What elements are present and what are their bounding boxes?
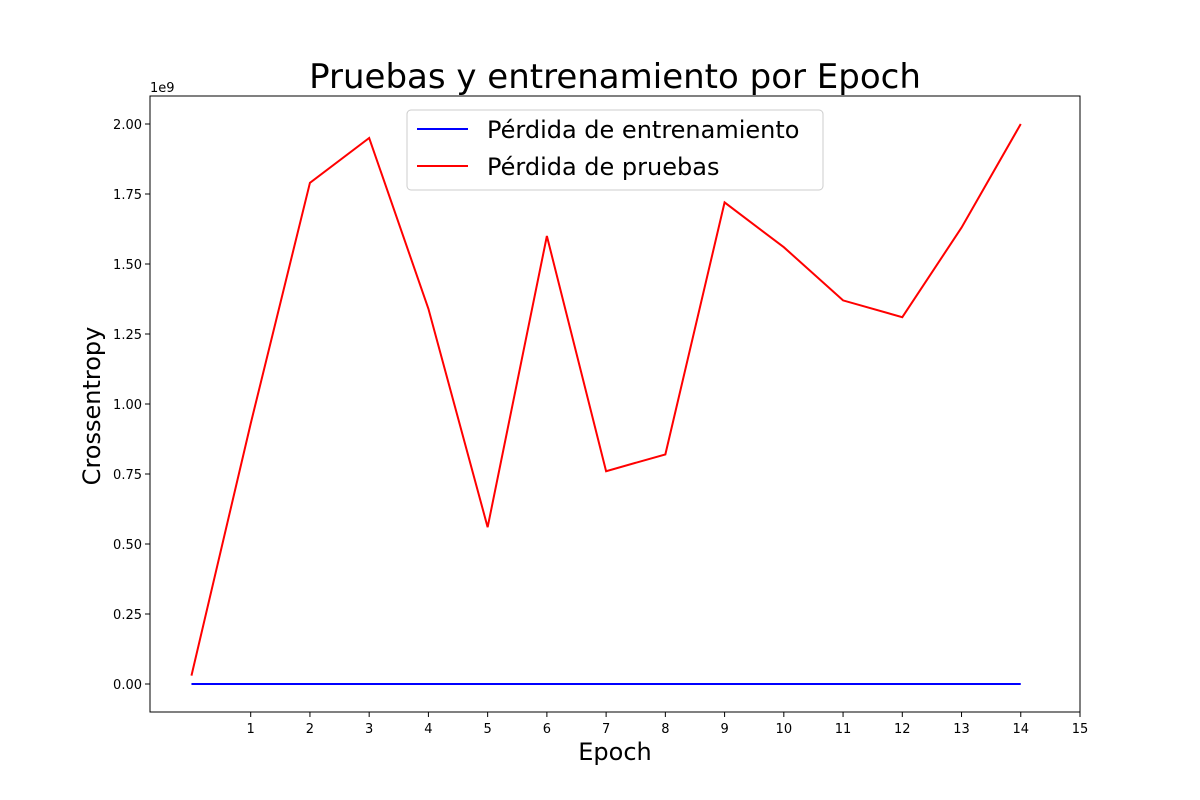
plot-area: 1 2 3 4 5 6 7 8 9 10 11 12 13 14 150.000.250.500.751.0… bbox=[113, 95, 1089, 737]
series-line-2 bbox=[190, 123, 1022, 676]
y-tick-label: 1.25 bbox=[113, 328, 142, 343]
x-tick-label: 14 bbox=[1012, 722, 1029, 737]
y-tick-label: 0.25 bbox=[113, 608, 142, 623]
legend-label-2: Pérdida de pruebas bbox=[487, 153, 719, 181]
x-tick-label: 8 bbox=[661, 722, 669, 737]
x-tick-label: 5 bbox=[484, 722, 492, 737]
y-tick-label: 1.00 bbox=[113, 398, 142, 413]
y-tick-label: 0.50 bbox=[113, 538, 142, 553]
x-tick-label: 6 bbox=[543, 722, 551, 737]
y-tick-label: 2.00 bbox=[113, 118, 142, 133]
y-offset-label: 1e9 bbox=[150, 81, 175, 96]
x-tick-label: 10 bbox=[776, 722, 793, 737]
y-tick-label: 1.75 bbox=[113, 188, 142, 203]
x-axis-label: Epoch bbox=[578, 738, 652, 766]
x-tick-label: 1 bbox=[247, 722, 255, 737]
x-tick-label: 13 bbox=[953, 722, 970, 737]
x-tick-label: 2 bbox=[306, 722, 314, 737]
x-tick-label: 15 bbox=[1072, 722, 1089, 737]
y-axis-label: Crossentropy bbox=[78, 327, 106, 486]
chart-title: Pruebas y entrenamiento por Epoch bbox=[309, 57, 921, 97]
y-tick-label: 0.00 bbox=[113, 678, 142, 693]
x-tick-label: 12 bbox=[894, 722, 911, 737]
legend-label-1: Pérdida de entrenamiento bbox=[487, 116, 799, 144]
y-tick-label: 0.75 bbox=[113, 468, 142, 483]
x-tick-label: 4 bbox=[424, 722, 432, 737]
x-tick-label: 7 bbox=[602, 722, 610, 737]
x-tick-label: 11 bbox=[835, 722, 852, 737]
x-tick-label: 9 bbox=[720, 722, 728, 737]
legend-box bbox=[406, 109, 824, 191]
y-tick-label: 1.50 bbox=[113, 258, 142, 273]
legend: Pérdida de entrenamiento Pérdida de prueb… bbox=[406, 109, 824, 191]
x-tick-label: 3 bbox=[365, 722, 373, 737]
